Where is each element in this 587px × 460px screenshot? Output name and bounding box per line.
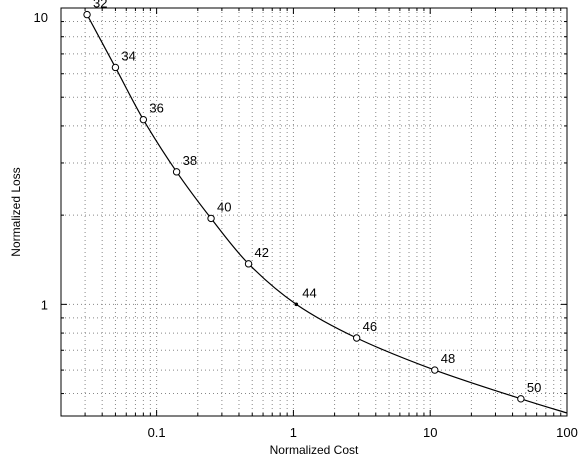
plot-frame [60, 7, 568, 417]
data-point-label: 42 [255, 245, 269, 260]
data-point-label: 32 [93, 0, 107, 11]
data-point-label: 34 [121, 48, 135, 63]
data-point-label: 48 [441, 351, 455, 366]
point-labels-layer: 32 34 36 38 40 42 44 46 48 50 [93, 0, 541, 395]
points-layer [83, 10, 525, 403]
x-tick-label: 100 [556, 425, 578, 440]
data-point [431, 366, 439, 374]
x-axis-label: Normalized Cost [270, 443, 359, 457]
data-point [517, 395, 525, 403]
y-tick-label: 10 [34, 10, 48, 25]
y-axis-label: Normalized Loss [9, 167, 23, 256]
data-point [139, 115, 148, 124]
plot-area [61, 8, 567, 416]
data-point [207, 214, 215, 223]
data-point-label: 46 [363, 319, 377, 334]
x-tick-label: 1 [290, 425, 297, 440]
data-point-label: 40 [217, 199, 231, 214]
curve-layer [86, 14, 568, 414]
grid [61, 8, 567, 416]
data-point-label: 38 [183, 153, 197, 168]
data-point [172, 168, 181, 176]
ticks-layer: 0.1 1 10 100 1 10 [34, 8, 578, 440]
data-point [352, 334, 361, 342]
y-tick-label: 1 [41, 297, 48, 312]
data-point-star [294, 302, 299, 307]
data-point [111, 63, 120, 72]
x-tick-label: 0.1 [148, 425, 166, 440]
data-point-label: 36 [149, 101, 163, 116]
data-point-label: 50 [527, 380, 541, 395]
x-tick-label: 10 [423, 425, 437, 440]
data-point [83, 10, 91, 19]
series-line [86, 14, 568, 414]
data-point [244, 260, 253, 268]
data-point-label: 44 [302, 285, 316, 300]
